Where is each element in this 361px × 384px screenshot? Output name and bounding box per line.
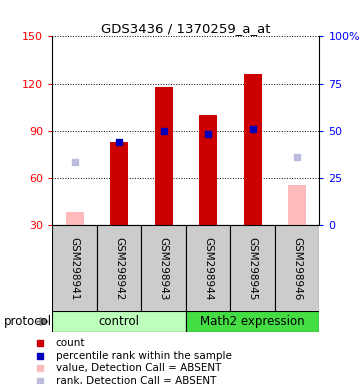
Text: percentile rank within the sample: percentile rank within the sample <box>56 351 231 361</box>
Text: control: control <box>99 315 140 328</box>
Bar <box>288 185 306 225</box>
Text: value, Detection Call = ABSENT: value, Detection Call = ABSENT <box>56 363 221 373</box>
Bar <box>186 225 230 313</box>
Bar <box>275 225 319 313</box>
Bar <box>230 225 275 313</box>
Text: GSM298943: GSM298943 <box>158 237 169 301</box>
Text: GSM298944: GSM298944 <box>203 237 213 301</box>
Bar <box>52 311 186 332</box>
Bar <box>199 115 217 225</box>
Bar <box>97 225 142 313</box>
Bar <box>155 87 173 225</box>
Text: Math2 expression: Math2 expression <box>200 315 305 328</box>
Bar <box>244 74 262 225</box>
Text: rank, Detection Call = ABSENT: rank, Detection Call = ABSENT <box>56 376 216 384</box>
Bar <box>110 142 128 225</box>
Text: GSM298945: GSM298945 <box>248 237 258 301</box>
Bar <box>186 311 319 332</box>
Bar <box>142 225 186 313</box>
Text: GSM298946: GSM298946 <box>292 237 302 301</box>
Text: GSM298941: GSM298941 <box>70 237 80 301</box>
Title: GDS3436 / 1370259_a_at: GDS3436 / 1370259_a_at <box>101 22 271 35</box>
Text: protocol: protocol <box>4 315 52 328</box>
Text: count: count <box>56 338 85 348</box>
Bar <box>52 225 97 313</box>
Text: GSM298942: GSM298942 <box>114 237 124 301</box>
Bar <box>66 212 83 225</box>
